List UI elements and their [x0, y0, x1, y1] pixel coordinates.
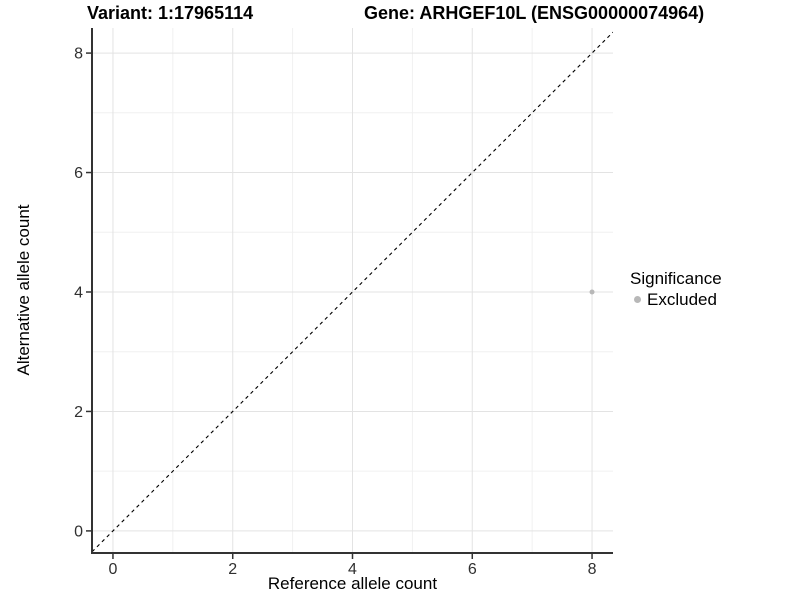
y-axis-title: Alternative allele count — [14, 204, 33, 376]
legend-item-excluded: Excluded — [630, 290, 722, 309]
y-tick-label: 2 — [74, 404, 83, 421]
y-tick-label: 8 — [74, 46, 83, 63]
x-tick-label: 0 — [109, 561, 118, 578]
y-tick-label: 6 — [74, 165, 83, 182]
y-tick-label: 4 — [74, 284, 83, 301]
legend: Significance Excluded — [630, 269, 722, 309]
plot-title-variant: Variant: 1:17965114 — [87, 3, 254, 23]
legend-title: Significance — [630, 269, 722, 288]
x-tick-label: 6 — [468, 561, 477, 578]
x-tick-label: 2 — [228, 561, 237, 578]
legend-item-label: Excluded — [647, 290, 717, 309]
y-tick-label: 0 — [74, 523, 83, 540]
x-tick-label: 4 — [348, 561, 357, 578]
data-point — [589, 289, 595, 295]
x-axis-title: Reference allele count — [267, 574, 438, 593]
excluded-point-icon — [634, 296, 641, 303]
x-tick-label: 8 — [588, 561, 597, 578]
plot-title-gene: Gene: ARHGEF10L (ENSG00000074964) — [364, 3, 705, 23]
